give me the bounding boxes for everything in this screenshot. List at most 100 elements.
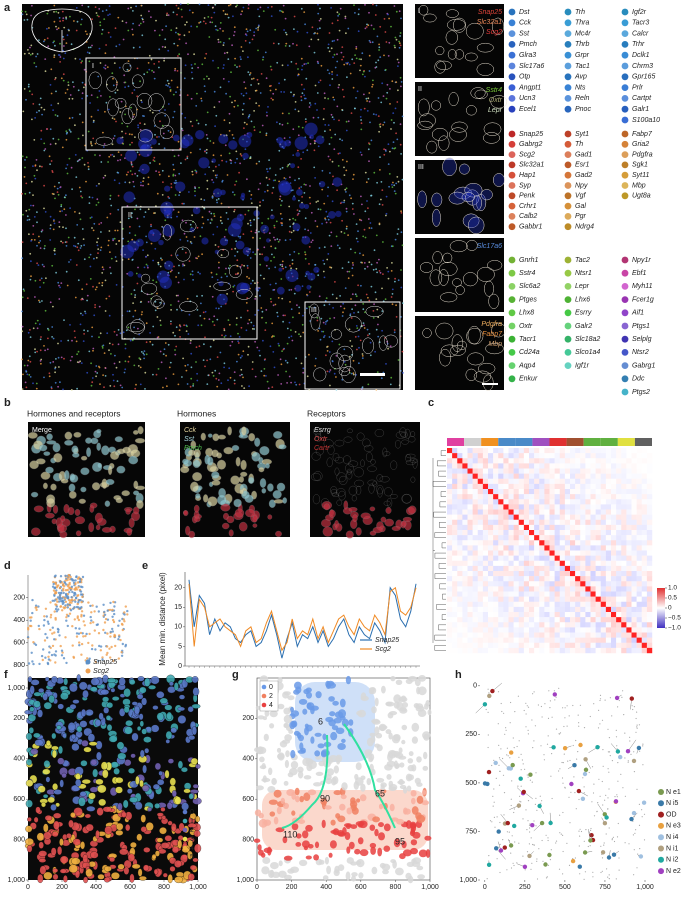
transcript-dot: [255, 102, 257, 104]
cell: [92, 482, 100, 490]
transcript-dot: [149, 162, 151, 164]
transcript-dot: [132, 339, 134, 341]
transcript-dot: [343, 348, 345, 350]
legend-gene: Calb2: [519, 213, 537, 220]
transcript-dot: [21, 257, 23, 259]
heatmap-cell: [544, 638, 549, 643]
transcript-dot: [137, 127, 139, 129]
transcript-dot: [62, 226, 64, 228]
heatmap-cell: [539, 458, 544, 463]
cell: [36, 459, 45, 465]
transcript-dot: [159, 302, 161, 304]
transcript-dot: [107, 161, 109, 163]
legend-dot: [565, 223, 572, 230]
heatmap-cell: [529, 566, 534, 571]
transcript-dot: [286, 34, 288, 36]
heatmap-cell: [468, 602, 473, 607]
transcript-dot: [252, 368, 254, 370]
legend-gene: Prlr: [632, 84, 644, 91]
transcript-dot: [87, 295, 89, 297]
transcript-dot: [49, 239, 51, 241]
legend-gene: Cartpt: [632, 95, 652, 102]
heatmap-cell: [447, 622, 452, 627]
transcript-dot: [359, 58, 361, 60]
transcript-dot: [114, 363, 116, 365]
transcript-dot: [37, 53, 39, 55]
heatmap-cell: [570, 515, 575, 520]
heatmap-cell: [611, 515, 616, 520]
heatmap-cell: [493, 499, 498, 504]
legend-gene: Lepr: [575, 283, 590, 290]
transcript-dot: [178, 272, 180, 274]
heatmap-cell: [509, 586, 514, 591]
transcript-dot: [304, 192, 306, 194]
heatmap-cell: [621, 617, 626, 622]
transcript-dot: [229, 265, 231, 267]
legend-gene: Pdgfra: [632, 151, 653, 158]
transcript-dot: [330, 245, 332, 247]
heatmap-cell: [483, 586, 488, 591]
transcript-dot: [218, 101, 220, 103]
heatmap-cell: [601, 571, 606, 576]
transcript-dot: [338, 84, 340, 86]
heatmap-cell: [509, 592, 514, 597]
transcript-dot: [304, 228, 306, 230]
heatmap-cell: [632, 530, 637, 535]
heatmap-cell: [565, 597, 570, 602]
heatmap-cell: [519, 556, 524, 561]
transcript-dot: [65, 227, 67, 229]
heatmap-cell: [452, 622, 457, 627]
cell: [402, 521, 407, 527]
cluster-bar: [550, 438, 567, 446]
heatmap-cell: [616, 551, 621, 556]
heatmap-cell: [478, 479, 483, 484]
transcript-dot: [351, 267, 353, 269]
heatmap-cell: [447, 576, 452, 581]
transcript-dot: [250, 322, 252, 324]
heatmap-cell: [565, 479, 570, 484]
heatmap-cell: [647, 489, 652, 494]
transcript-dot: [108, 156, 110, 158]
transcript-dot: [394, 278, 396, 280]
transcript-dot: [185, 159, 187, 161]
heatmap-cell: [544, 571, 549, 576]
transcript-dot: [28, 233, 30, 235]
transcript-dot: [68, 98, 70, 100]
transcript-dot: [355, 336, 357, 338]
heatmap-cell: [565, 535, 570, 540]
heatmap-cell: [637, 612, 642, 617]
cell: [51, 484, 57, 491]
heatmap-cell: [591, 633, 596, 638]
heatmap-cell: [642, 499, 647, 504]
heatmap-cell: [616, 515, 621, 520]
dense-blob: [236, 282, 248, 294]
transcript-dot: [375, 114, 377, 116]
transcript-dot: [30, 361, 32, 363]
legend-dot: [622, 182, 629, 189]
heatmap-cell: [503, 545, 508, 550]
heatmap-cell: [539, 520, 544, 525]
heatmap-cell: [539, 561, 544, 566]
cell: [102, 527, 112, 532]
heatmap-cell: [462, 448, 467, 453]
transcript-dot: [282, 124, 284, 126]
transcript-dot: [210, 346, 212, 348]
transcript-dot: [298, 213, 300, 215]
heatmap-cell: [616, 607, 621, 612]
heatmap-cell: [642, 627, 647, 632]
heatmap-cell: [626, 479, 631, 484]
transcript-dot: [279, 198, 281, 200]
transcript-dot: [28, 84, 30, 86]
heatmap-cell: [498, 581, 503, 586]
heatmap-cell: [606, 520, 611, 525]
transcript-dot: [175, 32, 177, 34]
heatmap-cell: [606, 469, 611, 474]
transcript-dot: [220, 22, 222, 24]
transcript-dot: [271, 15, 273, 17]
heatmap-cell: [488, 463, 493, 468]
heatmap-cell: [565, 448, 570, 453]
transcript-dot: [285, 32, 287, 34]
dense-blob: [213, 188, 222, 197]
transcript-dot: [258, 24, 260, 26]
heatmap-cell: [575, 448, 580, 453]
